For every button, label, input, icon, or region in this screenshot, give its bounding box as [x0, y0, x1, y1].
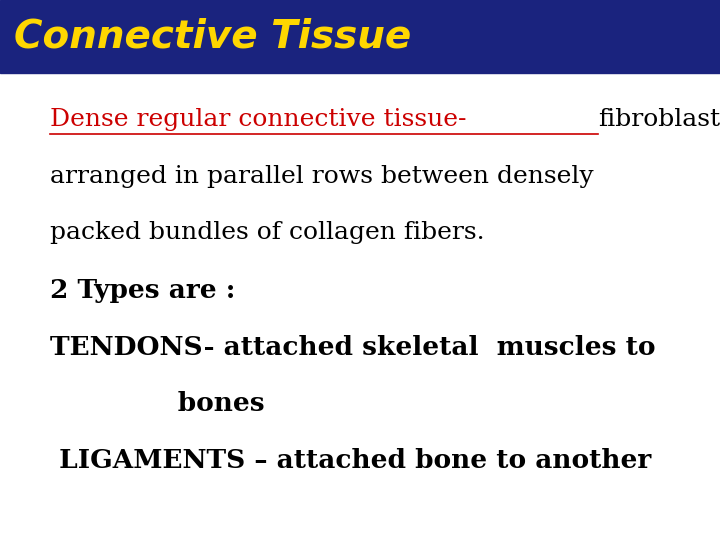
Text: LIGAMENTS – attached bone to another: LIGAMENTS – attached bone to another: [50, 448, 652, 473]
Text: arranged in parallel rows between densely: arranged in parallel rows between densel…: [50, 165, 594, 188]
Text: TENDONS- attached skeletal  muscles to: TENDONS- attached skeletal muscles to: [50, 335, 656, 360]
Text: bones: bones: [50, 392, 265, 416]
Text: fibroblasts: fibroblasts: [598, 108, 720, 131]
Text: packed bundles of collagen fibers.: packed bundles of collagen fibers.: [50, 221, 485, 245]
Text: Dense regular connective tissue-: Dense regular connective tissue-: [50, 108, 475, 131]
Text: Connective Tissue: Connective Tissue: [14, 17, 412, 56]
Text: 2 Types are :: 2 Types are :: [50, 278, 235, 303]
FancyBboxPatch shape: [0, 0, 720, 73]
